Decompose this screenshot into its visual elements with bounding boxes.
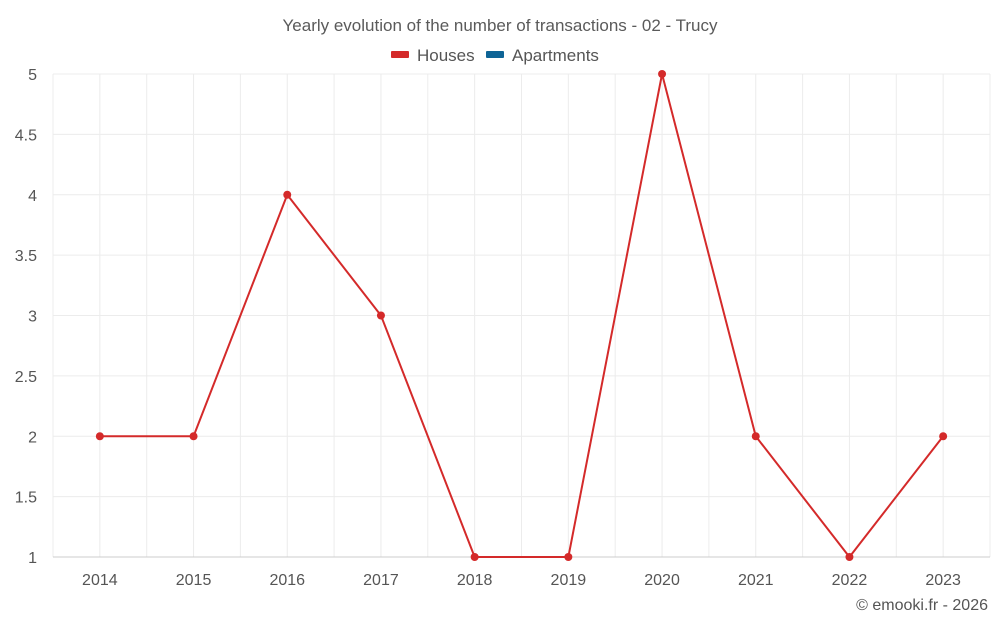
x-tick-label: 2018 xyxy=(457,572,493,589)
chart-legend: Houses Apartments xyxy=(391,46,599,65)
y-tick-label: 4 xyxy=(28,188,37,205)
chart-title: Yearly evolution of the number of transa… xyxy=(283,16,718,35)
legend-label-apartments: Apartments xyxy=(512,46,599,65)
legend-swatch-apartments xyxy=(486,51,504,58)
y-tick-label: 1 xyxy=(28,550,37,567)
data-point[interactable] xyxy=(564,553,573,561)
x-tick-label: 2014 xyxy=(82,572,118,589)
data-point[interactable] xyxy=(95,432,104,441)
data-point[interactable] xyxy=(189,432,198,441)
y-tick-label: 3.5 xyxy=(15,248,37,265)
data-point[interactable] xyxy=(470,553,479,561)
data-point[interactable] xyxy=(845,553,854,561)
series-line-houses xyxy=(99,73,944,558)
y-tick-label: 3 xyxy=(28,309,37,326)
data-point[interactable] xyxy=(376,311,385,320)
y-tick-label: 2.5 xyxy=(15,369,37,386)
x-axis-ticks: 2014 2015 2016 2017 2018 2019 2020 2021 2022 2023 xyxy=(82,572,961,589)
chart-series xyxy=(95,70,948,561)
y-tick-label: 1.5 xyxy=(15,490,37,507)
data-point[interactable] xyxy=(939,432,948,441)
x-tick-label: 2016 xyxy=(269,572,305,589)
x-tick-label: 2021 xyxy=(738,572,774,589)
chart-grid xyxy=(52,73,991,557)
y-tick-label: 5 xyxy=(28,67,37,84)
legend-item-apartments[interactable]: Apartments xyxy=(486,46,599,65)
data-point[interactable] xyxy=(658,70,667,78)
credit-text: © emooki.fr - 2026 xyxy=(856,597,988,614)
x-tick-label: 2023 xyxy=(925,572,961,589)
data-point[interactable] xyxy=(283,190,292,199)
x-tick-label: 2015 xyxy=(176,572,212,589)
y-tick-label: 4.5 xyxy=(15,127,37,144)
x-tick-label: 2022 xyxy=(832,572,868,589)
data-point[interactable] xyxy=(751,432,760,441)
y-tick-label: 2 xyxy=(28,429,37,446)
legend-swatch-houses xyxy=(391,51,409,58)
legend-item-houses[interactable]: Houses xyxy=(391,46,475,65)
legend-label-houses: Houses xyxy=(417,46,475,65)
y-axis-ticks: 1 1.5 2 2.5 3 3.5 4 4.5 5 xyxy=(15,67,37,567)
x-tick-label: 2017 xyxy=(363,572,399,589)
x-tick-label: 2019 xyxy=(551,572,587,589)
x-tick-label: 2020 xyxy=(644,572,680,589)
